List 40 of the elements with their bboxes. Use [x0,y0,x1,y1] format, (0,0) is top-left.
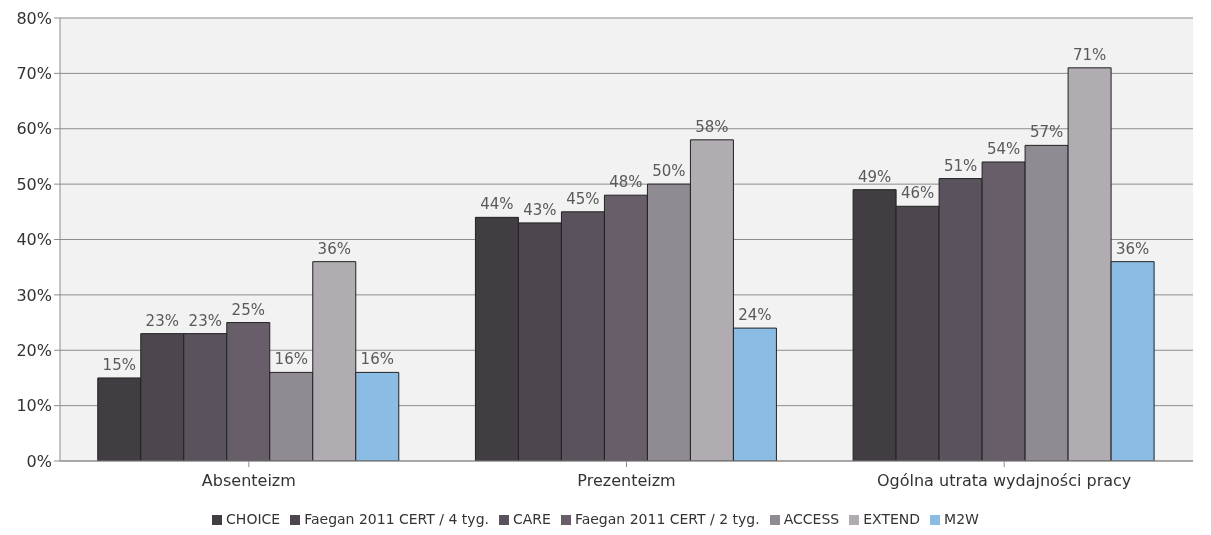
data-label: 15% [102,355,136,374]
data-label: 44% [480,195,514,214]
data-label: 57% [1029,123,1064,142]
data-label: 50% [652,162,686,181]
y-tick-label: 10% [16,396,52,416]
y-tick-label: 40% [16,230,52,250]
data-label: 45% [566,189,600,208]
data-label: 23% [145,311,179,330]
data-label: 49% [857,167,892,186]
y-tick-label: 60% [16,119,52,139]
legend-label: M2W [944,511,979,527]
data-label: 23% [188,311,222,330]
legend-label: CARE [512,511,551,527]
data-label: 36% [317,239,351,258]
data-label: 36% [1115,239,1150,258]
y-tick-label: 80% [16,8,52,28]
x-tick-label: Ogólna utrata wydajności pracy [876,471,1132,491]
data-label: 71% [1072,45,1107,64]
legend-label: EXTEND [863,511,921,527]
data-label: 43% [523,200,557,219]
data-label: 24% [738,306,772,325]
y-tick-label: 30% [16,285,52,305]
data-label: 16% [274,350,308,369]
x-tick-label: Absenteizm [201,471,296,491]
legend-label: Faegan 2011 CERT / 2 tyg. [574,511,760,527]
y-tick-label: 70% [16,64,52,84]
legend-label: ACCESS [783,511,840,527]
data-label: 51% [943,156,978,175]
data-label: 16% [360,350,394,369]
data-label: 25% [231,300,265,319]
data-label: 54% [986,139,1021,158]
y-tick-label: 0% [26,451,52,471]
data-label: 46% [900,184,935,203]
legend-label: CHOICE [226,511,281,527]
x-tick-label: Prezenteizm [577,471,676,491]
y-tick-label: 20% [16,340,52,360]
data-label: 58% [695,117,729,136]
legend-label: Faegan 2011 CERT / 4 tyg. [304,511,489,527]
y-tick-label: 50% [16,174,52,194]
data-label: 48% [609,173,643,192]
